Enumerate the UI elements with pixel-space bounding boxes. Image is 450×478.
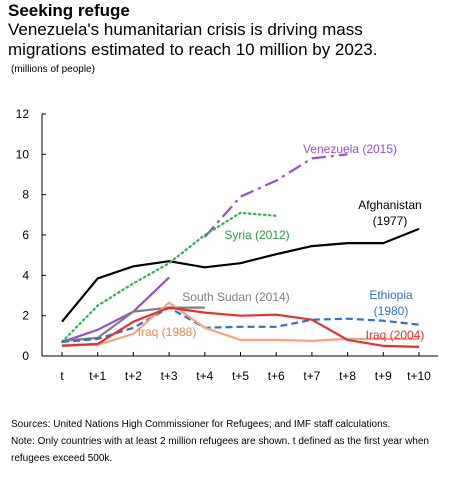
series-line [60,211,278,343]
y-tick-label: 8 [22,188,29,202]
x-tick-label: t+3 [161,369,178,383]
x-tick-label: t+9 [375,369,392,383]
y-tick-label: 10 [16,147,30,161]
series-label: Afghanistan [358,198,421,212]
series-label: Ethiopia [369,288,413,302]
series-label: (1980) [374,304,409,318]
definition-note: Note: Only countries with at least 2 mil… [11,436,429,464]
series-line [61,276,170,343]
series-label: Iraq (1988) [138,325,197,339]
units-label: (millions of people) [11,64,95,75]
x-tick-label: t+8 [339,369,356,383]
x-tick-label: t+4 [196,369,213,383]
x-tick-label: t+6 [268,369,285,383]
y-tick-label: 2 [22,309,29,323]
series-label: (1977) [373,214,408,228]
y-tick-label: 12 [16,107,30,121]
y-tick-label: 0 [22,349,29,363]
series-line [61,306,420,343]
x-tick-label: t [60,369,64,383]
chart-title: Seeking refuge [8,1,130,20]
x-tick-label: t+10 [407,369,431,383]
series-line [61,306,420,348]
y-tick-label: 4 [22,268,29,282]
x-tick-label: t+2 [125,369,142,383]
series-label: Syria (2012) [224,228,289,242]
series-label: Iraq (2004) [366,328,425,342]
series-label: South Sudan (2014) [182,290,289,304]
x-tick-label: t+5 [232,369,249,383]
chart-subtitle: Venezuela's humanitarian crisis is drivi… [8,20,378,59]
y-tick-label: 6 [22,228,29,242]
series-line [61,227,420,323]
series-line [62,301,419,346]
sources-note: Sources: United Nations High Commissione… [11,419,391,430]
series-label: Venezuela (2015) [303,142,397,156]
chart-notes: Sources: United Nations High Commissione… [11,416,443,467]
series-line [203,153,348,238]
x-tick-label: t+1 [89,369,106,383]
x-tick-label: t+7 [303,369,320,383]
